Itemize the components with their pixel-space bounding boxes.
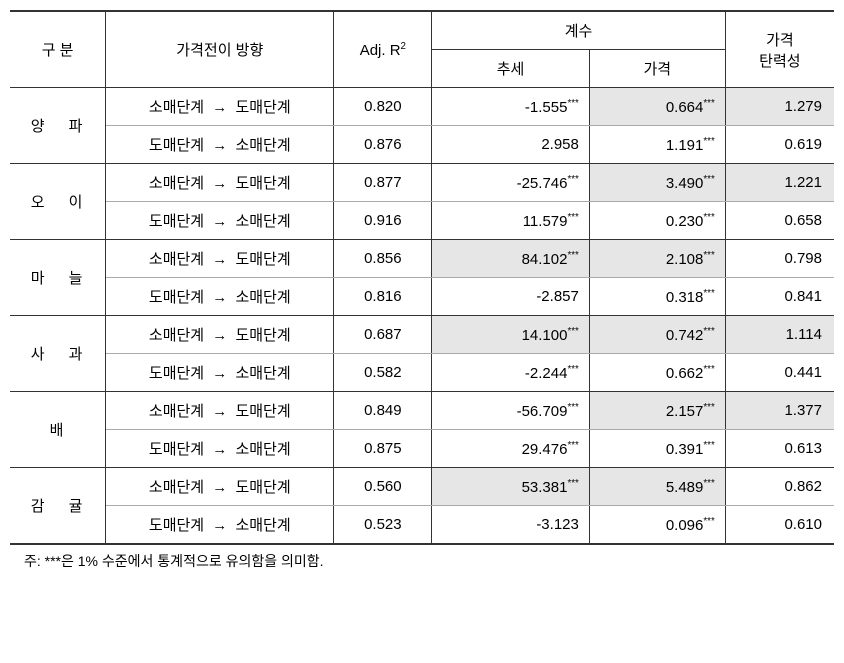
direction-cell: 도매단계 → 소매단계: [106, 354, 334, 392]
arrow-icon: →: [208, 99, 231, 116]
direction-cell: 소매단계 → 도매단계: [106, 88, 334, 126]
elasticity-cell: 0.610: [725, 506, 834, 545]
header-direction: 가격전이 방향: [106, 11, 334, 88]
table-row: 도매단계 → 소매단계0.582-2.244***0.662***0.441: [10, 354, 834, 392]
header-category: 구 분: [10, 11, 106, 88]
adjr2-cell: 0.849: [334, 392, 432, 430]
header-price: 가격: [589, 50, 725, 88]
trend-cell: -56.709***: [432, 392, 590, 430]
elasticity-cell: 1.221: [725, 164, 834, 202]
price-cell: 0.662***: [589, 354, 725, 392]
arrow-icon: →: [208, 441, 231, 458]
adjr2-cell: 0.523: [334, 506, 432, 545]
table-row: 감 귤소매단계 → 도매단계0.56053.381***5.489***0.86…: [10, 468, 834, 506]
elasticity-cell: 0.862: [725, 468, 834, 506]
table-row: 도매단계 → 소매단계0.523-3.1230.096***0.610: [10, 506, 834, 545]
trend-cell: -1.555***: [432, 88, 590, 126]
adjr2-cell: 0.875: [334, 430, 432, 468]
direction-cell: 소매단계 → 도매단계: [106, 240, 334, 278]
elasticity-cell: 0.441: [725, 354, 834, 392]
table-row: 사 과소매단계 → 도매단계0.68714.100***0.742***1.11…: [10, 316, 834, 354]
price-cell: 3.490***: [589, 164, 725, 202]
adjr2-cell: 0.816: [334, 278, 432, 316]
elasticity-cell: 1.114: [725, 316, 834, 354]
direction-cell: 도매단계 → 소매단계: [106, 278, 334, 316]
arrow-icon: →: [208, 327, 231, 344]
adjr2-cell: 0.687: [334, 316, 432, 354]
trend-cell: -2.244***: [432, 354, 590, 392]
direction-cell: 소매단계 → 도매단계: [106, 316, 334, 354]
arrow-icon: →: [208, 479, 231, 496]
adjr2-cell: 0.856: [334, 240, 432, 278]
trend-cell: 14.100***: [432, 316, 590, 354]
elasticity-cell: 0.798: [725, 240, 834, 278]
table-footnote: 주: ***은 1% 수준에서 통계적으로 유의함을 의미함.: [10, 545, 834, 571]
price-cell: 0.096***: [589, 506, 725, 545]
table-row: 배소매단계 → 도매단계0.849-56.709***2.157***1.377: [10, 392, 834, 430]
category-cell: 양 파: [10, 88, 106, 164]
adjr2-cell: 0.877: [334, 164, 432, 202]
adjr2-cell: 0.820: [334, 88, 432, 126]
trend-cell: 53.381***: [432, 468, 590, 506]
adjr2-cell: 0.916: [334, 202, 432, 240]
arrow-icon: →: [208, 289, 231, 306]
price-cell: 5.489***: [589, 468, 725, 506]
direction-cell: 소매단계 → 도매단계: [106, 392, 334, 430]
header-adjr2: Adj. R2: [334, 11, 432, 88]
arrow-icon: →: [208, 517, 231, 534]
table-row: 도매단계 → 소매단계0.816-2.8570.318***0.841: [10, 278, 834, 316]
category-cell: 배: [10, 392, 106, 468]
price-cell: 0.318***: [589, 278, 725, 316]
arrow-icon: →: [208, 213, 231, 230]
price-transmission-table: 구 분 가격전이 방향 Adj. R2 계수 가격 탄력성 추세 가격 양 파소…: [10, 10, 834, 545]
trend-cell: 2.958: [432, 126, 590, 164]
price-cell: 0.742***: [589, 316, 725, 354]
direction-cell: 소매단계 → 도매단계: [106, 164, 334, 202]
header-trend: 추세: [432, 50, 590, 88]
price-cell: 0.230***: [589, 202, 725, 240]
category-cell: 사 과: [10, 316, 106, 392]
arrow-icon: →: [208, 175, 231, 192]
direction-cell: 소매단계 → 도매단계: [106, 468, 334, 506]
table-row: 양 파소매단계 → 도매단계0.820-1.555***0.664***1.27…: [10, 88, 834, 126]
category-cell: 오 이: [10, 164, 106, 240]
direction-cell: 도매단계 → 소매단계: [106, 126, 334, 164]
price-cell: 0.391***: [589, 430, 725, 468]
elasticity-cell: 1.377: [725, 392, 834, 430]
table-row: 도매단계 → 소매단계0.87529.476***0.391***0.613: [10, 430, 834, 468]
price-cell: 0.664***: [589, 88, 725, 126]
table-row: 도매단계 → 소매단계0.8762.9581.191***0.619: [10, 126, 834, 164]
header-coef-group: 계수: [432, 11, 726, 50]
elasticity-cell: 0.613: [725, 430, 834, 468]
price-cell: 2.157***: [589, 392, 725, 430]
adjr2-cell: 0.582: [334, 354, 432, 392]
elasticity-cell: 1.279: [725, 88, 834, 126]
trend-cell: 11.579***: [432, 202, 590, 240]
adjr2-cell: 0.876: [334, 126, 432, 164]
table-row: 오 이소매단계 → 도매단계0.877-25.746***3.490***1.2…: [10, 164, 834, 202]
direction-cell: 도매단계 → 소매단계: [106, 506, 334, 545]
trend-cell: -25.746***: [432, 164, 590, 202]
trend-cell: -3.123: [432, 506, 590, 545]
adjr2-cell: 0.560: [334, 468, 432, 506]
arrow-icon: →: [208, 403, 231, 420]
table-row: 도매단계 → 소매단계0.91611.579***0.230***0.658: [10, 202, 834, 240]
table-row: 마 늘소매단계 → 도매단계0.85684.102***2.108***0.79…: [10, 240, 834, 278]
elasticity-cell: 0.658: [725, 202, 834, 240]
header-elasticity: 가격 탄력성: [725, 11, 834, 88]
trend-cell: 29.476***: [432, 430, 590, 468]
trend-cell: -2.857: [432, 278, 590, 316]
price-cell: 2.108***: [589, 240, 725, 278]
elasticity-cell: 0.841: [725, 278, 834, 316]
category-cell: 감 귤: [10, 468, 106, 545]
arrow-icon: →: [208, 251, 231, 268]
trend-cell: 84.102***: [432, 240, 590, 278]
arrow-icon: →: [208, 137, 231, 154]
category-cell: 마 늘: [10, 240, 106, 316]
direction-cell: 도매단계 → 소매단계: [106, 430, 334, 468]
elasticity-cell: 0.619: [725, 126, 834, 164]
price-cell: 1.191***: [589, 126, 725, 164]
arrow-icon: →: [208, 365, 231, 382]
direction-cell: 도매단계 → 소매단계: [106, 202, 334, 240]
